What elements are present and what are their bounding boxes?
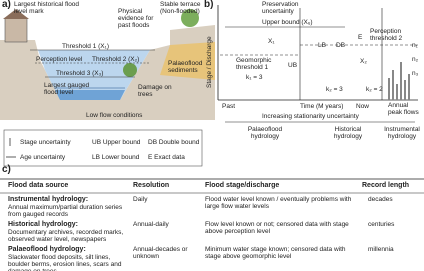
annotation: X₂ (360, 58, 367, 65)
x-label: Annual peak flows (388, 102, 419, 116)
annotation: Geomorphic threshold 1 (236, 57, 272, 71)
annotation: n₁ (412, 42, 418, 49)
annotation: LB (318, 42, 326, 49)
table-header: Resolution (133, 182, 170, 189)
source-text: Slackwater flood deposits, silt lines, b… (8, 254, 122, 271)
legend-entry: Stage uncertainty (20, 139, 71, 146)
annotation: DB (336, 42, 346, 49)
panel-label: c) (2, 164, 11, 175)
annotation: Threshold 1 (X₁) (62, 43, 109, 50)
annotation: Upper bound (Xᵤ) (262, 19, 313, 26)
legend-entry: DB Double bound (148, 139, 200, 146)
period-label: Instrumental hydrology (384, 126, 420, 140)
annotation: E (358, 34, 363, 41)
record-length: millennia (368, 246, 394, 253)
record-length: centuries (368, 221, 395, 228)
stage-discharge: Flood water level known / eventually pro… (205, 196, 352, 211)
source-text: Annual maximum/partial duration series f… (8, 204, 123, 219)
legend-entry: UB Upper bound (92, 139, 141, 146)
record-length: decades (368, 196, 393, 203)
annotation: Damage on trees (138, 84, 172, 98)
source-title: Palaeoflood hydrology: (8, 246, 86, 253)
annotation: n₃ (412, 70, 419, 77)
table-header: Flood data source (8, 182, 69, 189)
annotation: Threshold 3 (X₃) (56, 70, 104, 77)
source-title: Instrumental hydrology: (8, 196, 89, 203)
annotation: UB (288, 62, 298, 69)
annotation: k₂ = 3 (326, 86, 343, 93)
tree (123, 63, 137, 77)
table-header: Record length (362, 182, 410, 189)
period-label: Historical hydrology (333, 126, 363, 140)
annotation: Physical evidence for past floods (118, 8, 154, 29)
annotation: Largest gauged flood level (44, 82, 90, 96)
annotation: Perception level (36, 56, 83, 63)
peak-flow-bars (388, 62, 410, 100)
annotation: Preservation uncertainty (262, 1, 299, 15)
panel-label: a) (2, 0, 11, 10)
panel-label: b) (204, 0, 214, 10)
resolution: Annual-daily (133, 221, 169, 228)
annotation: k₂ = 2 (366, 86, 383, 93)
annotation: X₁ (268, 38, 275, 45)
resolution: Daily (133, 196, 148, 203)
period-label: Palaeoflood hydrology (247, 126, 283, 140)
river-water (38, 50, 150, 100)
source-text: Documentary archives, recorded marks, ob… (8, 229, 124, 244)
low-flow (55, 90, 125, 100)
annotation: Perception threshold 2 (370, 28, 403, 42)
legend-entry: E Exact data (148, 154, 185, 161)
annotation: Palaeoflood sediments (168, 60, 203, 74)
legend-entry: Age uncertainty (20, 154, 66, 161)
annotation: k₁ = 3 (246, 74, 263, 81)
x-label: Past (222, 103, 236, 110)
annotation: n₂ (412, 56, 419, 63)
terrain (0, 25, 215, 120)
annotation: Threshold 2 (X₂) (92, 56, 140, 63)
arrow-label: Increasing stationarity uncertainty (262, 113, 359, 120)
resolution: Annual-decades or unknown (133, 246, 188, 261)
annotation: Stable terrace (Non-flooded) (160, 1, 201, 15)
stage-discharge: Flow level known or not; censored data w… (205, 221, 349, 236)
stage-discharge: Minimum water stage known; censored data… (205, 246, 346, 261)
table-header: Flood stage/discharge (205, 182, 280, 189)
legend-box (3, 129, 203, 167)
x-label: Now (356, 103, 370, 110)
annotation: Largest historical flood level mark (14, 1, 80, 15)
sediments (160, 42, 215, 80)
roof (3, 9, 29, 19)
tree (181, 9, 199, 27)
annotation: Low flow conditions (86, 112, 143, 119)
y-axis-label: Stage / Discharge (206, 36, 213, 88)
house (4, 17, 28, 43)
source-title: Historical hydrology: (8, 221, 79, 228)
legend-entry: LB Lower bound (92, 154, 140, 161)
x-label: Time (M years) (300, 103, 344, 110)
